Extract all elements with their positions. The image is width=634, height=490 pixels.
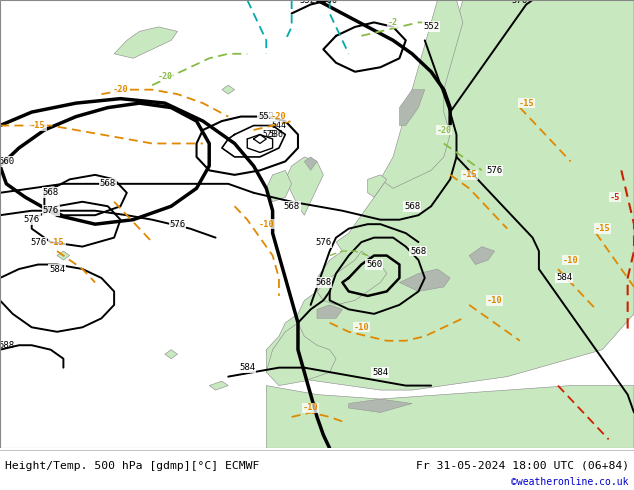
Text: -15: -15 [595,224,610,233]
Text: 584: 584 [49,265,65,273]
Text: -10: -10 [487,296,502,305]
Text: 576: 576 [486,166,503,175]
Text: -15: -15 [519,98,534,108]
Polygon shape [285,157,323,215]
Text: -20: -20 [436,125,451,135]
Text: 552: 552 [299,0,316,4]
Polygon shape [266,323,336,386]
Text: 544: 544 [271,121,287,130]
Text: -2: -2 [388,18,398,27]
Text: 560: 560 [366,260,382,269]
Polygon shape [57,251,70,260]
Text: 576: 576 [169,220,186,229]
Polygon shape [368,175,387,197]
Polygon shape [209,381,228,390]
Text: 576: 576 [30,238,46,246]
Text: 528: 528 [262,130,276,139]
Text: -10: -10 [563,256,578,265]
Text: -5: -5 [610,193,620,202]
Polygon shape [266,0,634,390]
Polygon shape [114,27,178,58]
Polygon shape [469,246,495,265]
Text: -15: -15 [49,238,65,246]
Text: -15: -15 [30,121,46,130]
Text: Height/Temp. 500 hPa [gdmp][°C] ECMWF: Height/Temp. 500 hPa [gdmp][°C] ECMWF [5,461,259,471]
Text: -10: -10 [303,403,318,413]
Polygon shape [317,305,342,318]
Text: 576: 576 [512,0,528,4]
Text: 584: 584 [556,273,573,282]
Text: 568: 568 [283,202,300,211]
Text: 576: 576 [42,206,59,215]
Text: 568: 568 [410,246,427,256]
Polygon shape [399,90,425,125]
Text: 552: 552 [423,23,439,31]
Text: 560: 560 [321,0,338,4]
Text: Fr 31-05-2024 18:00 UTC (06+84): Fr 31-05-2024 18:00 UTC (06+84) [416,461,629,471]
Text: 588: 588 [0,341,15,350]
Polygon shape [304,157,317,171]
Text: 568: 568 [100,179,116,188]
Polygon shape [222,85,235,94]
Text: 576: 576 [23,215,40,224]
Polygon shape [266,171,292,202]
Text: -10: -10 [354,323,369,332]
Text: -10: -10 [259,220,274,229]
Polygon shape [380,0,463,188]
Polygon shape [349,399,412,413]
Text: 584: 584 [372,368,389,377]
Polygon shape [399,269,450,292]
Text: -15: -15 [462,171,477,179]
Polygon shape [266,386,634,448]
Polygon shape [165,350,178,359]
Text: 552: 552 [258,112,275,121]
Text: 576: 576 [315,238,332,246]
Text: 568: 568 [404,202,420,211]
Text: -20: -20 [113,85,128,94]
Text: 568: 568 [315,278,332,287]
Text: 584: 584 [239,363,256,372]
Text: ©weatheronline.co.uk: ©weatheronline.co.uk [512,477,629,487]
Text: -20: -20 [271,112,287,121]
Text: 560: 560 [0,157,15,166]
Text: -20: -20 [157,72,172,81]
Polygon shape [317,251,387,305]
Text: 536: 536 [268,130,283,139]
Text: 568: 568 [42,188,59,197]
